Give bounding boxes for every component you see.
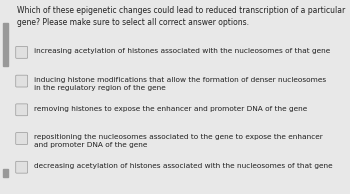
- FancyBboxPatch shape: [16, 104, 28, 116]
- FancyBboxPatch shape: [16, 75, 28, 87]
- FancyBboxPatch shape: [16, 47, 28, 58]
- Text: repositioning the nucleosomes associated to the gene to expose the enhancer
and : repositioning the nucleosomes associated…: [34, 134, 323, 148]
- FancyBboxPatch shape: [16, 133, 28, 144]
- Text: inducing histone modifications that allow the formation of denser nucleosomes
in: inducing histone modifications that allo…: [34, 77, 327, 91]
- Text: Which of these epigenetic changes could lead to reduced transcription of a parti: Which of these epigenetic changes could …: [17, 6, 345, 27]
- Bar: [3, 23, 8, 66]
- Text: decreasing acetylation of histones associated with the nucleosomes of that gene: decreasing acetylation of histones assoc…: [34, 163, 333, 169]
- Text: removing histones to expose the enhancer and promoter DNA of the gene: removing histones to expose the enhancer…: [34, 106, 308, 112]
- Bar: [3, 169, 8, 177]
- FancyBboxPatch shape: [16, 161, 28, 173]
- Text: increasing acetylation of histones associated with the nucleosomes of that gene: increasing acetylation of histones assoc…: [34, 48, 330, 54]
